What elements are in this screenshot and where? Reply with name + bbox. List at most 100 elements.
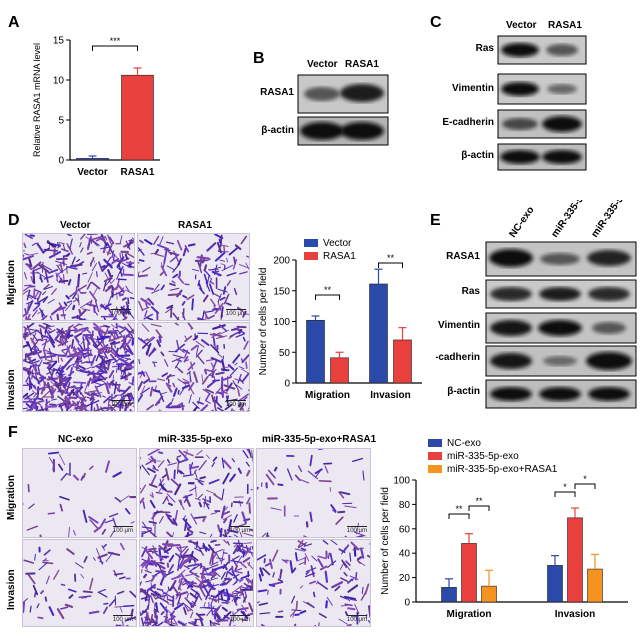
scale-bar: 100 μm [110,309,131,317]
cell-stain-texture [23,323,134,411]
significance-label: * [583,474,587,484]
significance-bracket [468,505,490,511]
panel-letter-b: B [253,50,265,67]
y-tick-label: 10 [53,76,65,87]
legend-swatch [428,439,442,447]
panel-letter-a: A [8,14,20,31]
x-tick-label: Migration [305,390,350,401]
lane-label-nc-exo: NC-exo [507,205,536,240]
significance-label: ** [475,496,483,506]
bar [330,357,349,384]
panel-letter-c: C [430,14,442,31]
y-tick-label: 100 [393,476,410,487]
y-tick-label: 200 [273,256,290,267]
column-label-nc-exo: NC-exo [58,434,94,445]
row-label-vimentin: Vimentin [438,320,480,331]
bar [306,319,325,384]
cell-stain-texture [23,234,134,320]
bar [567,517,583,603]
chart-d: 0 50 100 150 200 Number of cells per field Mig… [258,238,422,401]
significance-label: * [563,482,567,492]
legend-swatch [428,452,442,460]
cell-stain-texture [138,234,249,320]
band [340,122,384,140]
chart-a: 0 5 10 15 Relative RASA1 mRNA level Vector RAS… [32,36,160,178]
legend-swatch [428,465,442,473]
significance-label: ** [387,253,395,263]
y-tick-label: 0 [404,598,410,609]
legend-swatch [304,239,318,247]
lane-label-rasa1: RASA1 [345,59,379,70]
cell-stain-texture [23,449,136,537]
bar [481,585,497,603]
row-label-beta-actin: β-actin [261,125,294,136]
scale-bar: 100 μm [112,526,133,534]
row-label-ras: Ras [476,43,495,54]
micrograph-rasa1-invasion: 100 μm [137,322,250,412]
cell-stain-texture [138,323,249,411]
y-tick-label: 50 [279,348,291,359]
lane-label-rasa1: RASA1 [548,20,582,31]
bar [547,565,563,603]
cell-stain-texture [23,540,136,626]
y-axis-label: Number of cells per field [380,487,391,595]
row-label-rasa1: RASA1 [260,87,294,98]
micrograph-mir-335-5p-exo-invasion: 100 μm [139,539,254,627]
y-axis-label: Number of cells per field [258,268,269,376]
scale-bar: 100 μm [110,400,131,408]
y-tick-label: 80 [399,500,411,511]
y-axis-label: Relative RASA1 mRNA level [32,43,42,157]
y-tick-label: 40 [399,549,411,560]
significance-bracket [574,483,596,489]
column-label-mir-335-5p-exo-rasa1: miR-335-5p-exo+RASA1 [262,434,377,445]
y-tick-label: 0 [58,156,64,167]
column-label-rasa1: RASA1 [178,220,212,231]
significance-bracket [378,262,403,268]
scale-bar: 100 μm [346,526,367,534]
bar [76,158,109,161]
bar [393,339,412,384]
significance-label: ** [324,285,332,295]
y-tick-label: 20 [399,573,411,584]
cell-stain-texture [140,449,253,537]
significance-bracket [448,513,470,519]
y-tick-label: 150 [273,286,290,297]
micrograph-mir-335-5p-exo-rasa1-migration: 100 μm [256,448,371,538]
row-label-ras: Ras [462,286,481,297]
scale-bar: 100 μm [112,615,133,623]
lane-label-vector: Vector [307,59,338,70]
cell-stain-texture [140,540,253,626]
lane-label-vector: Vector [506,20,537,31]
cell-stain-texture [257,449,370,537]
row-label-migration: Migration [6,475,17,520]
x-tick-label: RASA1 [121,167,155,178]
micrograph-nc-exo-invasion: 100 μm [22,539,137,627]
y-tick-label: 0 [284,379,290,390]
row-label-migration: Migration [6,260,17,305]
blot-e: NC-exo miR-335-5p-exo miR-335-5p-exo +RA… [436,200,641,409]
band [340,84,384,102]
bar [121,74,154,161]
scale-bar: 100 μm [229,526,250,534]
micrograph-vector-migration: 100 μm [22,233,135,321]
row-label-beta-actin: β-actin [447,386,480,397]
legend-label: miR-335-5p-exo [447,451,519,462]
y-tick-label: 100 [273,317,290,328]
bar [461,543,477,603]
y-tick-label: 5 [58,116,64,127]
micrograph-rasa1-migration: 100 μm [137,233,250,321]
legend-label: miR-335-5p-exo+RASA1 [447,464,558,475]
significance-label: ** [455,504,463,514]
row-label-e-cadherin: E-cadherin [442,117,494,128]
blot-b: Vector RASA1 RASA1 β-actin [260,59,389,146]
panel-letter-d: D [8,212,20,229]
scale-bar: 100 μm [225,309,246,317]
significance-bracket [554,491,576,497]
column-label-vector: Vector [60,220,91,231]
column-label-mir-335-5p-exo: miR-335-5p-exo [158,434,233,445]
legend-label: NC-exo [447,438,481,449]
row-label-e-cadherin: E-cadherin [436,352,480,363]
x-tick-label: Migration [447,609,492,620]
micrograph-vector-invasion: 100 μm [22,322,135,412]
